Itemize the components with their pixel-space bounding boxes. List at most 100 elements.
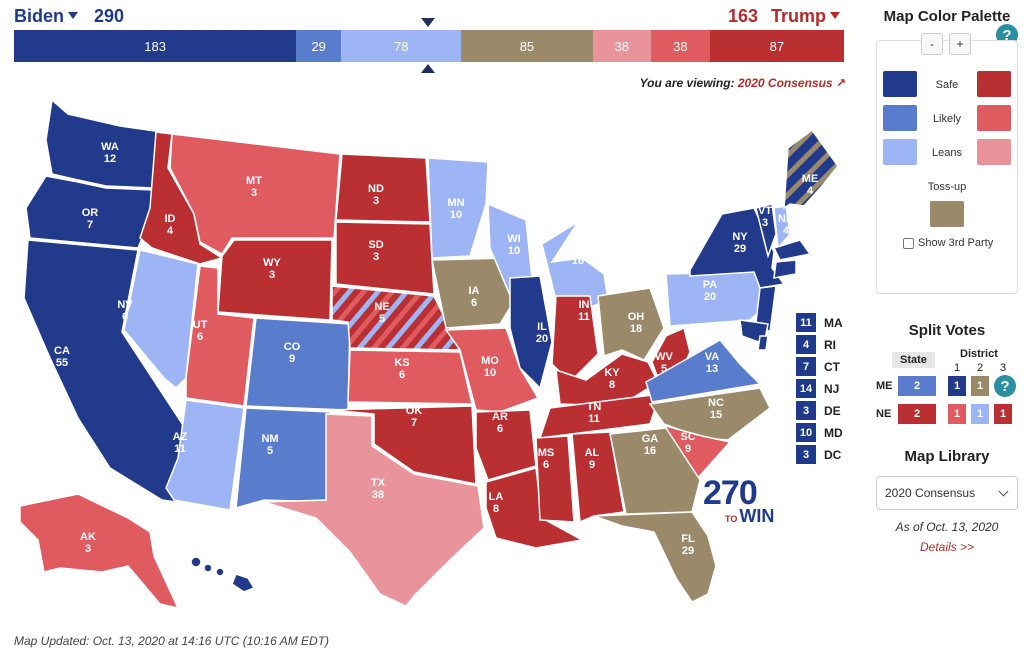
state-ok[interactable] (329, 405, 477, 485)
state-de[interactable] (757, 335, 769, 351)
swatch-likely-dem[interactable] (883, 105, 917, 131)
small-state-ct[interactable]: 7 CT (796, 356, 843, 377)
state-wa[interactable] (45, 98, 163, 189)
state-ma[interactable] (772, 239, 812, 261)
state-ev-in: 11 (578, 311, 590, 323)
state-co[interactable] (245, 317, 351, 411)
state-nj[interactable] (755, 285, 777, 334)
label-likely: Likely (932, 113, 962, 125)
state-wy[interactable] (217, 239, 333, 321)
trump-candidate-dropdown[interactable]: Trump (771, 6, 844, 27)
state-nc[interactable] (648, 387, 771, 441)
state-nh[interactable] (773, 205, 791, 250)
state-ne[interactable] (331, 285, 462, 351)
split-district-head: District (960, 348, 998, 360)
swatch-likely-rep[interactable] (977, 105, 1011, 131)
swatch-tossup[interactable] (930, 201, 964, 227)
state-az[interactable] (165, 399, 245, 511)
state-ar[interactable] (475, 409, 537, 481)
small-state-ev[interactable]: 11 (796, 313, 816, 332)
map-library-select[interactable]: 2020 Consensus (876, 476, 1018, 510)
swatch-safe-dem[interactable] (883, 71, 917, 97)
state-tn[interactable] (538, 393, 662, 439)
small-state-ev[interactable]: 14 (796, 379, 816, 398)
biden-candidate-dropdown[interactable]: Biden (14, 6, 82, 27)
state-ca[interactable] (23, 239, 199, 503)
state-nm[interactable] (235, 407, 331, 510)
state-abbr-al: AL (585, 447, 600, 459)
state-sd[interactable] (335, 221, 435, 295)
split-help-icon[interactable]: ? (994, 375, 1016, 397)
state-ut[interactable] (185, 265, 255, 407)
small-state-nj[interactable]: 14 NJ (796, 378, 843, 399)
state-ev-nh: 4 (783, 225, 790, 237)
state-in[interactable] (551, 295, 599, 384)
small-state-ri[interactable]: 4 RI (796, 334, 843, 355)
ne-state-box[interactable]: 2 (898, 404, 936, 424)
state-mn[interactable] (427, 157, 489, 259)
small-state-ev[interactable]: 7 (796, 357, 816, 376)
small-state-ma[interactable]: 11 MA (796, 312, 843, 333)
state-ky[interactable] (555, 353, 659, 407)
state-ga[interactable] (609, 427, 701, 515)
small-state-abbr: DC (824, 447, 842, 462)
state-ev-ky: 8 (609, 379, 615, 391)
state-ev-al: 9 (589, 459, 595, 471)
viewing-map-link[interactable]: 2020 Consensus (737, 76, 833, 90)
chevron-down-icon (68, 12, 79, 20)
state-hi[interactable] (231, 573, 256, 593)
state-abbr-nv: NV (117, 299, 133, 311)
me-district-2-box[interactable]: 1 (971, 376, 989, 396)
state-me[interactable] (783, 128, 839, 210)
state-ak[interactable] (19, 493, 180, 610)
district-2-head: 2 (977, 362, 984, 374)
state-ev-wi: 10 (508, 245, 520, 257)
state-tx[interactable] (263, 413, 485, 607)
small-state-ev[interactable]: 10 (796, 423, 816, 442)
small-state-dc[interactable]: 3 DC (796, 444, 843, 465)
state-ev-mi: 16 (572, 255, 584, 267)
swatch-leans-dem[interactable] (883, 139, 917, 165)
third-party-label: Show 3rd Party (918, 237, 994, 249)
library-details-link[interactable]: Details >> (919, 540, 975, 554)
state-hi-island-2[interactable] (215, 567, 225, 577)
me-state-box[interactable]: 2 (898, 376, 936, 396)
state-fl[interactable] (593, 511, 717, 603)
palette-minus-button[interactable]: - (921, 33, 943, 55)
small-state-de[interactable]: 3 DE (796, 400, 843, 421)
state-al[interactable] (571, 431, 625, 524)
state-ev-va: 13 (706, 363, 718, 375)
swatch-safe-rep[interactable] (977, 71, 1011, 97)
state-hi-island-1[interactable] (203, 563, 213, 573)
trump-total: 163 (728, 6, 759, 26)
swatch-leans-rep[interactable] (977, 139, 1011, 165)
state-ct[interactable] (773, 259, 797, 279)
me-district-1-box[interactable]: 1 (948, 376, 966, 396)
palette-plus-button[interactable]: + (949, 33, 971, 55)
third-party-checkbox[interactable]: Show 3rd Party (903, 237, 993, 249)
state-ev-mn: 10 (450, 209, 462, 221)
external-link-icon[interactable]: ↗ (835, 76, 846, 90)
small-state-ev[interactable]: 3 (796, 445, 816, 464)
district-3-head: 3 (1000, 362, 1007, 374)
state-abbr-oh: OH (628, 311, 645, 323)
small-state-ev[interactable]: 3 (796, 401, 816, 420)
ne-district-1-box[interactable]: 1 (948, 404, 966, 424)
checkbox-box[interactable] (903, 237, 914, 249)
state-ms[interactable] (535, 435, 575, 523)
state-ks[interactable] (347, 349, 473, 405)
state-mo[interactable] (444, 327, 540, 413)
state-abbr-ut: UT (193, 319, 208, 331)
state-va[interactable] (645, 339, 762, 403)
state-il[interactable] (509, 275, 553, 390)
small-state-md[interactable]: 10 MD (796, 422, 843, 443)
small-state-ev[interactable]: 4 (796, 335, 816, 354)
ne-district-3-box[interactable]: 1 (994, 404, 1012, 424)
state-mt[interactable] (169, 133, 341, 255)
state-oh[interactable] (597, 287, 665, 361)
color-palette-panel: - + Safe Likely Leans Toss-up Show 3rd P… (876, 33, 1018, 294)
state-hi-island-0[interactable] (190, 556, 202, 568)
state-la[interactable] (485, 467, 585, 549)
state-abbr-wa: WA (101, 141, 119, 153)
ne-district-2-box[interactable]: 1 (971, 404, 989, 424)
